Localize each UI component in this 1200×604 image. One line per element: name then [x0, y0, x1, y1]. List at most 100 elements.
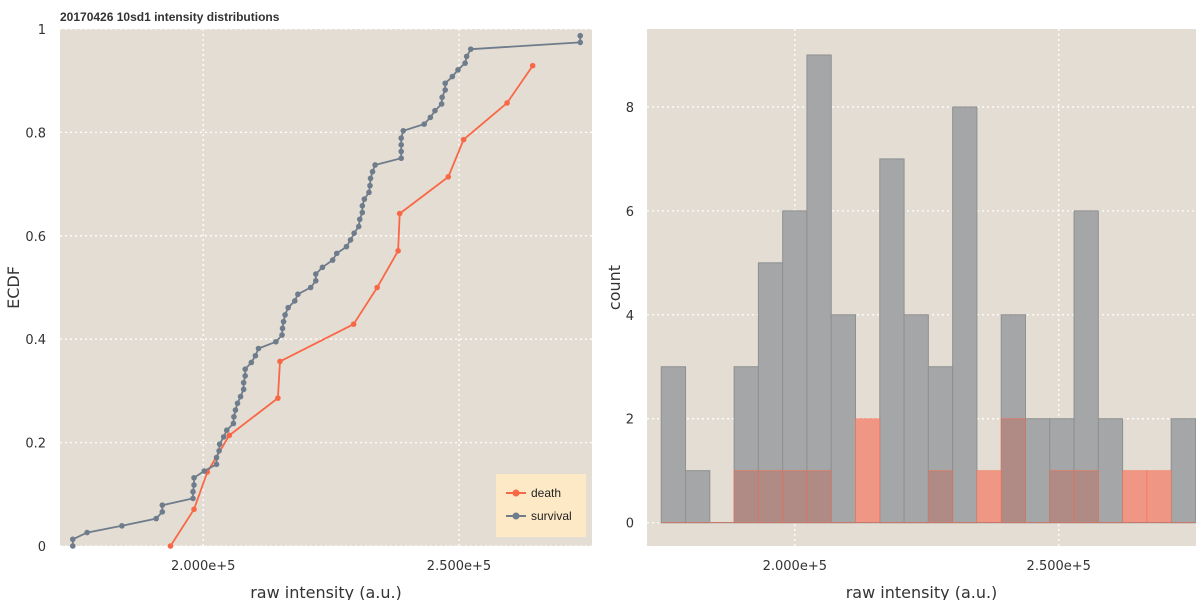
survival-histogram-bar [660, 366, 687, 524]
x-axis-label: raw intensity (a.u.) [250, 583, 402, 600]
ecdf-chart: 2.000e+5 2.500e+5 0 0.2 0.4 0.6 0.8 1 raw intens… [4, 23, 592, 602]
survival-ecdf-point [190, 495, 196, 502]
survival-ecdf-point [291, 298, 298, 304]
y-tick-label: 0 [626, 517, 634, 532]
death-histogram-bar [757, 470, 784, 524]
survival-ecdf-point [252, 352, 259, 359]
death-ecdf-point [374, 284, 380, 291]
survival-ecdf-point [234, 400, 241, 407]
death-ecdf-point [504, 100, 510, 106]
legend-survival-swatch-marker [512, 512, 520, 520]
survival-ecdf-point [369, 168, 376, 175]
survival-ecdf-point [366, 189, 372, 196]
death-ecdf-point [460, 136, 467, 143]
survival-ecdf-point [69, 543, 76, 549]
death-ecdf-point [191, 506, 197, 513]
death-ecdf-point [226, 432, 233, 439]
death-histogram-bar [1122, 470, 1148, 524]
survival-ecdf-point [449, 73, 456, 80]
x-tick-label: 2.500e+5 [427, 559, 491, 574]
survival-ecdf-point [398, 155, 404, 162]
survival-histogram-bar [806, 54, 832, 524]
survival-ecdf-point [432, 107, 438, 114]
survival-ecdf-point [213, 461, 220, 468]
plot-background [60, 29, 592, 546]
survival-ecdf-point [355, 223, 362, 230]
x-tick-label: 2.000e+5 [171, 559, 235, 574]
death-ecdf-point [529, 62, 536, 69]
death-ecdf-point [396, 210, 403, 217]
survival-ecdf-point [351, 230, 357, 237]
survival-ecdf-point [237, 393, 244, 400]
survival-ecdf-point [230, 420, 237, 427]
y-tick-label: 0.8 [25, 126, 46, 141]
survival-ecdf-point [242, 366, 248, 372]
survival-ecdf-point [359, 209, 366, 216]
survival-ecdf-point [462, 60, 468, 66]
survival-ecdf-point [329, 257, 336, 263]
survival-ecdf-point [398, 142, 404, 148]
survival-ecdf-point [240, 379, 247, 386]
survival-ecdf-point [372, 162, 378, 168]
survival-histogram-bar [685, 470, 711, 524]
survival-ecdf-point [216, 441, 223, 447]
legend-box [496, 474, 586, 537]
survival-ecdf-point [285, 304, 291, 311]
survival-ecdf-point [232, 407, 239, 413]
death-histogram-bar [927, 470, 954, 524]
survival-ecdf-point [295, 291, 301, 298]
survival-ecdf-point [347, 237, 354, 243]
survival-ecdf-point [69, 536, 76, 543]
y-tick-label: 1 [38, 23, 46, 38]
survival-ecdf-point [213, 454, 220, 461]
y-tick-label: 6 [626, 205, 634, 220]
death-histogram-bar [733, 470, 759, 524]
survival-histogram-bar [952, 106, 978, 524]
survival-ecdf-point [398, 135, 404, 141]
survival-ecdf-point [467, 46, 474, 52]
survival-ecdf-point [367, 182, 373, 189]
survival-histogram-bar [1170, 418, 1196, 524]
survival-ecdf-point [442, 80, 448, 87]
legend-death-label: death [531, 486, 561, 500]
legend-death-swatch-marker [512, 489, 520, 497]
death-histogram-bar [855, 418, 881, 524]
survival-ecdf-point [279, 325, 286, 332]
legend-survival-label: survival [531, 509, 572, 523]
y-axis-label: count [605, 265, 624, 310]
survival-ecdf-point [242, 373, 248, 379]
death-ecdf-point [445, 174, 452, 180]
survival-ecdf-point [248, 359, 255, 366]
survival-ecdf-point [463, 53, 470, 60]
y-tick-label: 2 [626, 413, 634, 428]
histogram-chart: 2.000e+5 2.500e+5 0 2 4 6 8 raw intensity (a.u.… [605, 29, 1196, 602]
death-ecdf-point [275, 395, 281, 401]
survival-ecdf-point [280, 318, 287, 325]
survival-ecdf-point [191, 482, 197, 488]
death-ecdf-point [395, 247, 401, 254]
survival-ecdf-point [279, 332, 285, 338]
death-ecdf-point [350, 321, 357, 328]
death-histogram-bar [806, 470, 832, 524]
survival-ecdf-point [577, 39, 584, 46]
survival-ecdf-point [240, 386, 247, 393]
y-tick-label: 8 [626, 101, 634, 116]
legend: death survival [496, 474, 586, 537]
x-tick-label: 2.000e+5 [763, 559, 827, 574]
survival-ecdf-point [190, 488, 196, 495]
y-tick-label: 4 [626, 309, 634, 324]
death-ecdf-point [167, 543, 174, 549]
survival-ecdf-point [356, 216, 363, 223]
survival-histogram-bar [879, 158, 905, 524]
survival-ecdf-point [255, 345, 262, 352]
survival-ecdf-point [84, 529, 90, 536]
survival-ecdf-point [312, 277, 319, 284]
survival-ecdf-point [191, 474, 197, 481]
survival-ecdf-point [307, 284, 314, 291]
survival-ecdf-point [119, 523, 125, 529]
survival-ecdf-point [159, 509, 166, 515]
survival-histogram-bar [1097, 418, 1124, 524]
survival-ecdf-point [319, 264, 326, 271]
survival-ecdf-point [333, 250, 340, 257]
